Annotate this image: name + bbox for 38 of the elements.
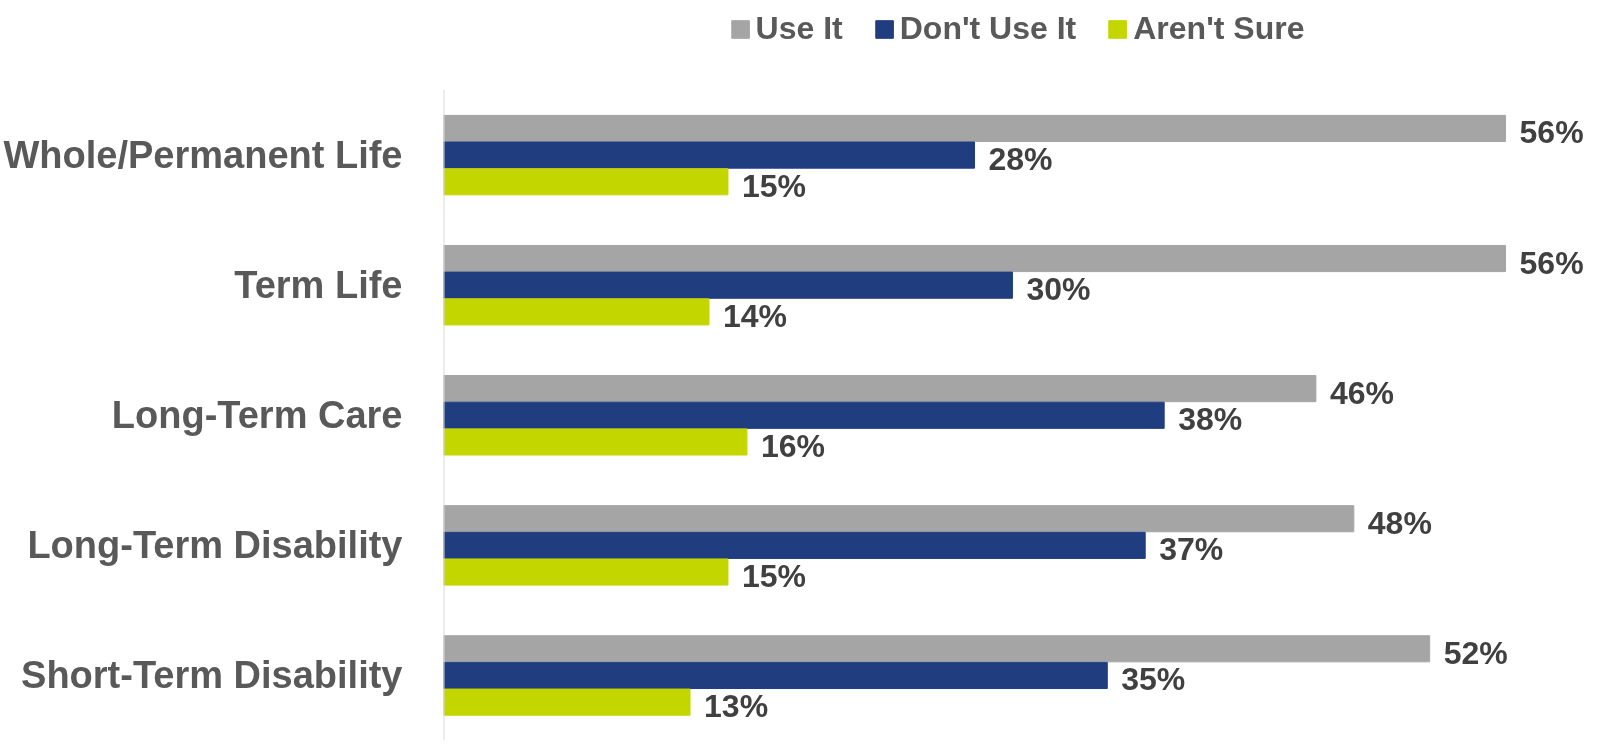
data-label: 15%: [741, 167, 807, 204]
y-tick-label: Term Life: [234, 264, 403, 307]
data-label: 30%: [1026, 271, 1091, 308]
bar: [443, 141, 976, 169]
legend-label: Don't Use It: [899, 10, 1077, 47]
bar: [443, 688, 691, 716]
bar: [443, 558, 729, 586]
bar: [443, 428, 748, 456]
bar: [443, 505, 1355, 533]
y-tick-label: Short-Term Disability: [21, 654, 403, 697]
data-label: 37%: [1159, 531, 1224, 568]
bar: [443, 271, 1013, 299]
y-tick-label: Long-Term Care: [111, 394, 403, 437]
bar: [443, 244, 1507, 273]
y-tick-label: Long-Term Disability: [27, 524, 403, 567]
data-label: 48%: [1367, 504, 1432, 541]
data-label: 14%: [723, 297, 788, 334]
bar: [443, 661, 1108, 690]
data-label: 15%: [741, 558, 807, 595]
bar: [443, 168, 729, 196]
data-label: 13%: [704, 688, 769, 725]
data-label: 38%: [1178, 401, 1243, 438]
bar: [443, 531, 1146, 559]
data-label: 35%: [1121, 661, 1186, 698]
y-tick-label: Whole/Permanent Life: [3, 134, 403, 177]
bar: [443, 114, 1507, 142]
data-label: 52%: [1443, 634, 1508, 671]
legend-label: Use It: [755, 10, 843, 47]
legend-label: Aren't Sure: [1133, 10, 1305, 47]
bar: [443, 298, 710, 326]
bar: [443, 401, 1165, 429]
bar: [443, 635, 1431, 663]
bar: [443, 375, 1317, 403]
data-label: 28%: [988, 141, 1053, 178]
data-label: 16%: [760, 427, 825, 464]
data-label: 56%: [1519, 114, 1584, 151]
data-label: 56%: [1519, 244, 1584, 281]
data-label: 46%: [1329, 374, 1394, 411]
